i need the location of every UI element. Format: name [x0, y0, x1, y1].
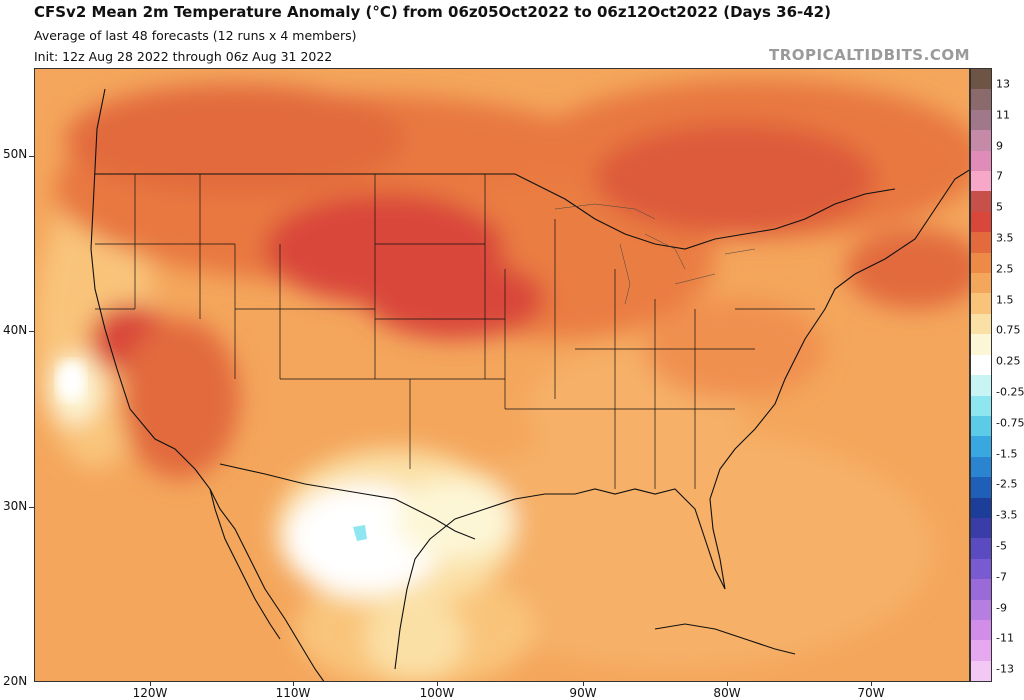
color-scale-swatch	[971, 150, 991, 172]
lon-label-110w: 110W	[275, 686, 311, 700]
lon-label-120w: 120W	[132, 686, 168, 700]
us-canada-border	[95, 173, 896, 250]
color-scale-swatch	[971, 191, 991, 212]
subtitle-forecast-average: Average of last 48 forecasts (12 runs x …	[34, 28, 357, 43]
color-scale-label: 0.75	[996, 323, 1021, 337]
great-lakes	[554, 203, 756, 305]
color-scale-swatch	[971, 517, 991, 539]
color-scale-swatch	[971, 130, 991, 151]
color-scale-label: 5	[996, 200, 1003, 214]
color-scale-swatch	[971, 415, 991, 437]
neutral-anomaly-spot	[57, 361, 85, 401]
east-coastline	[709, 169, 969, 590]
color-scale-swatch	[971, 313, 991, 335]
color-scale-label: -11	[996, 631, 1014, 645]
lon-label-80w: 80W	[713, 686, 741, 700]
source-credit: TROPICALTIDBITS.COM	[769, 46, 970, 64]
cuba-coastline	[654, 623, 796, 655]
lon-tick	[437, 682, 438, 686]
lat-label-50n: 50N	[3, 147, 28, 161]
color-scale-label: 1.5	[996, 293, 1014, 307]
lat-tick	[29, 156, 34, 157]
lon-label-70w: 70W	[857, 686, 885, 700]
color-scale-label: -0.75	[996, 416, 1024, 430]
color-scale-swatch	[971, 558, 991, 580]
color-scale-swatch	[971, 69, 991, 90]
lake-ontario	[724, 248, 756, 255]
west-coastline	[90, 88, 325, 681]
color-scale-swatch	[971, 579, 991, 600]
color-scale-label: 3.5	[996, 231, 1014, 245]
lake-huron	[644, 233, 686, 270]
color-scale-swatch	[971, 232, 991, 253]
baja-coastline	[209, 488, 281, 640]
lon-tick	[871, 682, 872, 686]
lon-label-100w: 100W	[419, 686, 455, 700]
color-scale-swatch	[971, 171, 991, 192]
color-scale-label: -1.5	[996, 447, 1018, 461]
lake-michigan	[619, 243, 631, 305]
chart-title: CFSv2 Mean 2m Temperature Anomaly (°C) f…	[34, 3, 831, 21]
lat-tick	[29, 507, 34, 508]
color-scale-swatch	[971, 538, 991, 559]
color-scale-swatch	[971, 640, 991, 661]
state-borders	[95, 174, 815, 489]
color-scale-label: 11	[996, 108, 1010, 122]
lon-tick	[293, 682, 294, 686]
color-scale-label: 0.25	[996, 354, 1021, 368]
color-scale-swatch	[971, 497, 991, 518]
temperature-anomaly-map	[34, 68, 970, 682]
color-scale-label: 13	[996, 77, 1010, 91]
lat-label-40n: 40N	[3, 323, 28, 337]
color-scale-swatch	[971, 109, 991, 131]
lake-superior	[554, 203, 656, 220]
lat-label-20n: 20N	[3, 674, 28, 688]
color-scale-swatch	[971, 619, 991, 641]
state-border-lines	[95, 174, 815, 489]
color-scale-swatch	[971, 375, 991, 396]
lat-label-30n: 30N	[3, 499, 28, 513]
lon-tick	[583, 682, 584, 686]
us-mexico-border	[219, 463, 476, 540]
lon-label-90w: 90W	[569, 686, 597, 700]
lat-tick	[29, 331, 34, 332]
color-scale-label: 2.5	[996, 262, 1014, 276]
subtitle-init-range: Init: 12z Aug 28 2022 through 06z Aug 31…	[34, 49, 333, 64]
color-scale-swatch	[971, 334, 991, 355]
color-scale-label: -0.25	[996, 385, 1024, 399]
color-scale-swatch	[971, 660, 991, 682]
geographic-boundaries	[90, 88, 969, 681]
cold-anomaly-spot	[353, 525, 367, 541]
map-canvas	[35, 69, 969, 681]
color-scale-label: -9	[996, 601, 1007, 615]
color-scale-swatch	[971, 477, 991, 498]
color-scale-bar	[970, 68, 992, 682]
color-scale-label: 9	[996, 139, 1003, 153]
color-scale-swatch	[971, 456, 991, 478]
color-scale-label: -7	[996, 570, 1007, 584]
lon-tick	[727, 682, 728, 686]
anomaly-field-shading	[35, 79, 969, 681]
color-scale-label: -2.5	[996, 477, 1018, 491]
lake-erie	[674, 273, 716, 285]
color-scale-swatch	[971, 273, 991, 294]
color-scale-label: -5	[996, 539, 1007, 553]
color-scale-swatch	[971, 436, 991, 457]
color-scale-label: 7	[996, 169, 1003, 183]
color-scale-swatch	[971, 211, 991, 233]
color-scale-label: -3.5	[996, 508, 1018, 522]
color-scale-swatch	[971, 89, 991, 110]
color-scale-label: -13	[996, 662, 1014, 676]
color-scale-swatch	[971, 354, 991, 376]
color-scale-swatch	[971, 252, 991, 274]
gulf-coastline	[394, 488, 726, 670]
lon-tick	[150, 682, 151, 686]
color-scale-swatch	[971, 395, 991, 416]
color-scale-swatch	[971, 599, 991, 620]
color-scale-swatch	[971, 293, 991, 314]
